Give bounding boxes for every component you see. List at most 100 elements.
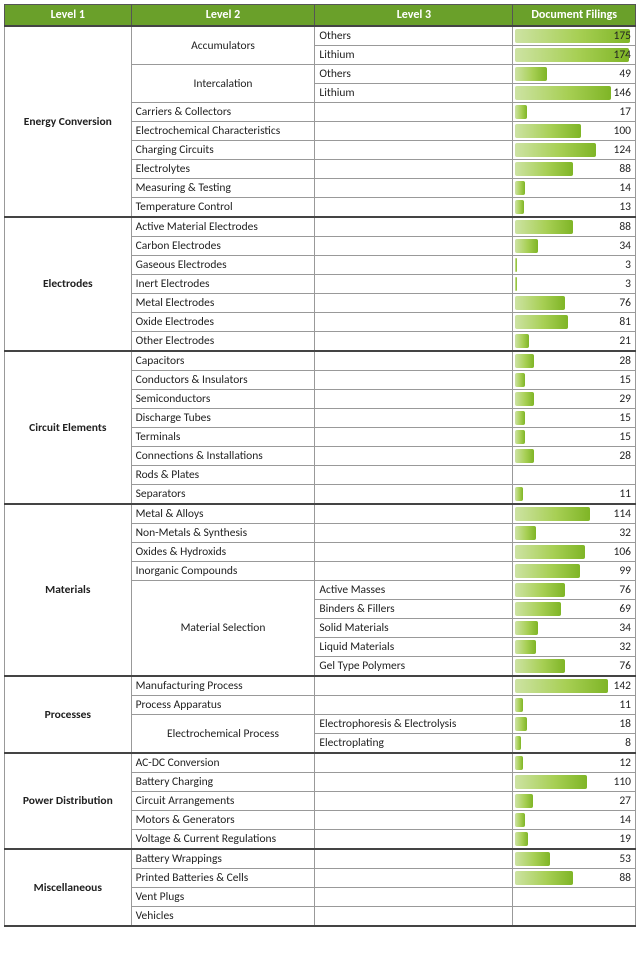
value-number: 32 (619, 525, 631, 541)
l3-cell (315, 294, 513, 313)
value-cell: 175 (513, 26, 636, 46)
value-cell: 69 (513, 600, 636, 619)
value-cell: 88 (513, 160, 636, 179)
data-bar (515, 871, 572, 885)
value-cell: 53 (513, 849, 636, 869)
data-bar (515, 392, 534, 406)
l2-cell: Rods & Plates (131, 466, 315, 485)
data-bar (515, 143, 596, 157)
value-cell: 99 (513, 562, 636, 581)
value-cell (513, 888, 636, 907)
table-row: Power DistributionAC-DC Conversion12 (5, 753, 636, 773)
value-number: 53 (619, 851, 631, 867)
l2-cell: Printed Batteries & Cells (131, 869, 315, 888)
value-number: 28 (619, 448, 631, 464)
data-bar (515, 124, 580, 138)
data-bar (515, 354, 533, 368)
table-row: Circuit ElementsCapacitors28 (5, 351, 636, 371)
table-row: Energy ConversionAccumulatorsOthers175 (5, 26, 636, 46)
l2-cell: AC-DC Conversion (131, 753, 315, 773)
value-number: 21 (619, 333, 631, 349)
value-number: 114 (614, 506, 632, 522)
l3-cell: Lithium (315, 46, 513, 65)
value-number: 88 (619, 870, 631, 886)
data-bar (515, 679, 608, 693)
data-bar (515, 105, 526, 119)
l3-cell: Gel Type Polymers (315, 657, 513, 677)
data-bar (515, 315, 568, 329)
value-number: 14 (619, 812, 631, 828)
value-cell: 110 (513, 773, 636, 792)
l2-cell: Battery Charging (131, 773, 315, 792)
l2-cell: Electrochemical Process (131, 715, 315, 754)
l3-cell (315, 447, 513, 466)
value-cell: 12 (513, 753, 636, 773)
value-number: 14 (619, 180, 631, 196)
data-bar (515, 86, 610, 100)
l3-cell: Active Masses (315, 581, 513, 600)
value-number: 76 (619, 295, 631, 311)
l2-cell: Separators (131, 485, 315, 505)
data-bar (515, 717, 527, 731)
l2-cell: Carbon Electrodes (131, 237, 315, 256)
data-bar (515, 487, 522, 501)
l3-cell (315, 830, 513, 850)
table-body: Energy ConversionAccumulatorsOthers175Li… (5, 26, 636, 926)
l3-cell (315, 773, 513, 792)
value-number: 81 (619, 314, 631, 330)
data-bar (515, 181, 524, 195)
l3-cell: Liquid Materials (315, 638, 513, 657)
l2-cell: Vent Plugs (131, 888, 315, 907)
value-number: 32 (619, 639, 631, 655)
l2-cell: Intercalation (131, 65, 315, 103)
value-cell: 76 (513, 657, 636, 677)
data-bar (515, 526, 536, 540)
l2-cell: Metal Electrodes (131, 294, 315, 313)
data-bar (515, 296, 565, 310)
value-number: 11 (619, 486, 631, 502)
l2-cell: Active Material Electrodes (131, 217, 315, 237)
l3-cell (315, 888, 513, 907)
data-bar (515, 775, 587, 789)
value-number: 146 (614, 85, 632, 101)
data-bar (515, 602, 560, 616)
table-row: ProcessesManufacturing Process142 (5, 676, 636, 696)
l1-cell: Materials (5, 504, 132, 676)
l1-cell: Miscellaneous (5, 849, 132, 926)
l3-cell (315, 122, 513, 141)
data-bar (515, 449, 533, 463)
l2-cell: Oxides & Hydroxids (131, 543, 315, 562)
l1-cell: Energy Conversion (5, 26, 132, 217)
value-number: 15 (619, 372, 631, 388)
data-bar (515, 832, 527, 846)
value-cell: 19 (513, 830, 636, 850)
l3-cell (315, 217, 513, 237)
value-cell: 8 (513, 734, 636, 754)
value-number: 175 (614, 28, 632, 44)
data-bar (515, 698, 522, 712)
data-bar (515, 334, 529, 348)
l2-cell: Accumulators (131, 26, 315, 65)
data-bar (515, 545, 584, 559)
l3-cell (315, 198, 513, 218)
l1-cell: Power Distribution (5, 753, 132, 849)
l2-cell: Material Selection (131, 581, 315, 677)
value-cell: 174 (513, 46, 636, 65)
data-bar (515, 48, 629, 62)
l2-cell: Process Apparatus (131, 696, 315, 715)
value-number: 3 (625, 257, 631, 273)
l2-cell: Voltage & Current Regulations (131, 830, 315, 850)
value-cell: 32 (513, 524, 636, 543)
l3-cell (315, 141, 513, 160)
l2-cell: Oxide Electrodes (131, 313, 315, 332)
header-l1: Level 1 (5, 5, 132, 27)
value-number: 13 (619, 199, 631, 215)
l3-cell (315, 792, 513, 811)
l3-cell (315, 466, 513, 485)
value-cell: 146 (513, 84, 636, 103)
value-number: 27 (619, 793, 631, 809)
l3-cell (315, 907, 513, 927)
l2-cell: Discharge Tubes (131, 409, 315, 428)
data-bar (515, 258, 517, 272)
l3-cell: Electrophoresis & Electrolysis (315, 715, 513, 734)
